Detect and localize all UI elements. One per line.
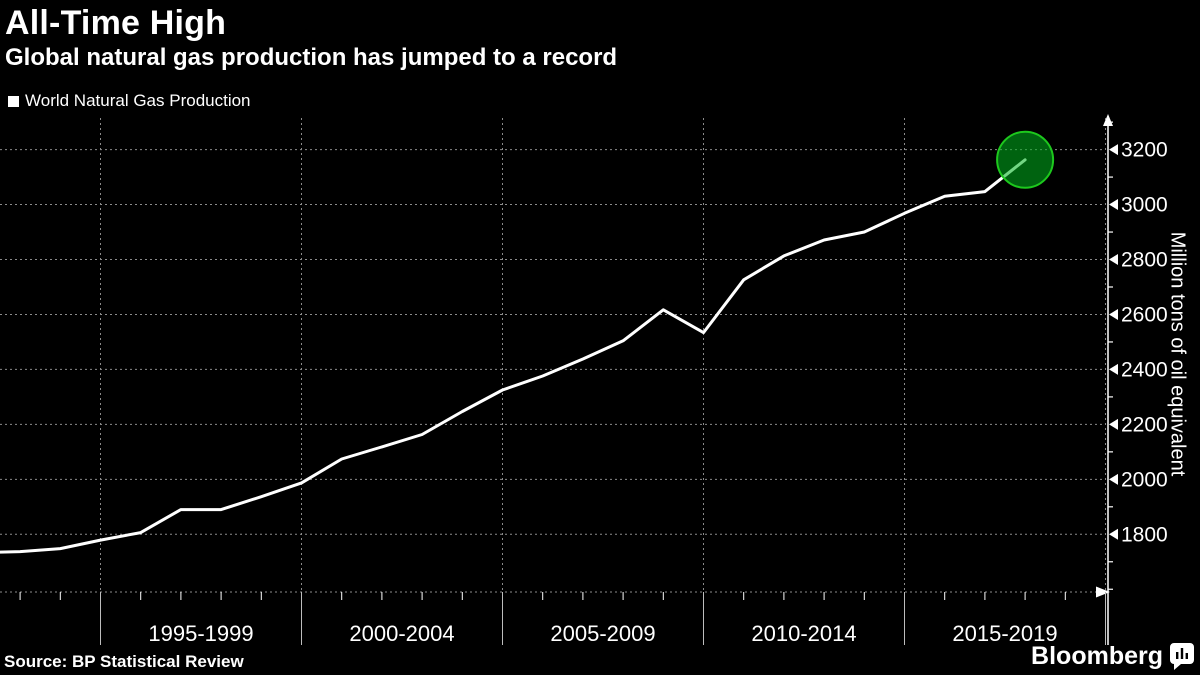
y-tick-arrow-icon [1109,308,1118,320]
legend-square-icon [8,95,19,107]
y-tick-arrow-icon [1109,363,1118,375]
data-line [0,158,1027,554]
y-tick-label: 2600 [1121,304,1168,327]
x-group-label: 2000-2004 [349,621,454,646]
x-axis-arrow-right-icon [1096,586,1110,598]
legend-label: World Natural Gas Production [25,91,251,110]
y-axis-arrow-up-icon [1103,114,1113,126]
brand-logo: Bloomberg [1031,642,1194,671]
y-tick-arrow-icon [1109,528,1118,540]
bloomberg-bubble-chart-icon [1170,643,1194,670]
y-tick-arrow-icon [1109,254,1118,266]
y-axis-title: Million tons of oil equivalent [1166,231,1189,477]
y-tick-arrow-icon [1109,144,1118,156]
y-tick-label: 2200 [1121,414,1168,437]
source-note: Source: BP Statistical Review [4,652,244,671]
brand-name: Bloomberg [1031,642,1163,670]
y-tick-arrow-icon [1109,199,1118,211]
y-tick-arrow-icon [1109,418,1118,430]
x-group-label: 2015-2019 [952,621,1057,646]
y-tick-label: 2000 [1121,468,1168,491]
y-tick-label: 3200 [1121,139,1168,162]
y-tick-label: 1800 [1121,523,1168,546]
x-group-label: 2005-2009 [550,621,655,646]
x-group-label: 2010-2014 [751,621,856,646]
y-tick-arrow-icon [1109,473,1118,485]
y-tick-label: 2800 [1121,249,1168,272]
chart-subtitle: Global natural gas production has jumped… [5,44,618,71]
x-group-label: 1995-1999 [148,621,253,646]
chart-title: All-Time High [5,4,227,42]
y-tick-label: 3000 [1121,194,1168,217]
legend: World Natural Gas Production [8,91,251,111]
y-tick-label: 2400 [1121,359,1168,382]
highlight-circle [996,130,1055,189]
